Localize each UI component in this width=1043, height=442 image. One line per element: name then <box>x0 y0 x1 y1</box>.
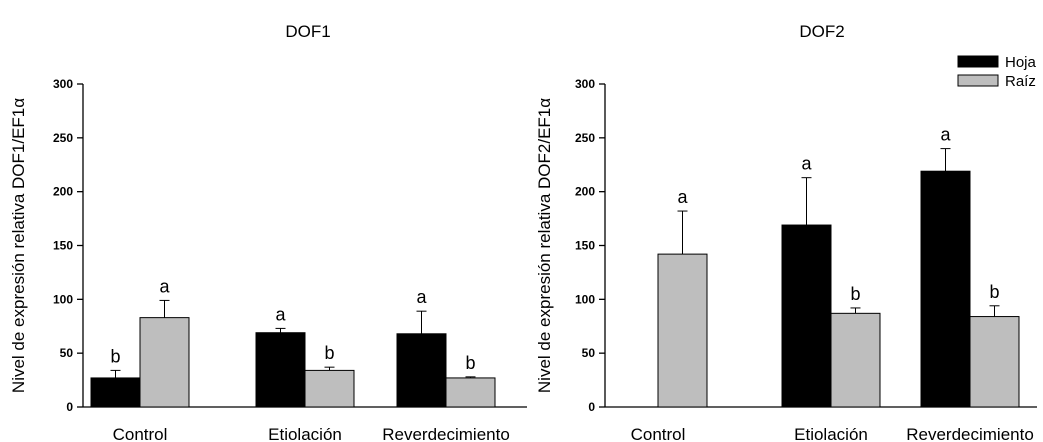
x-tick-label: Reverdecimiento <box>906 425 1034 442</box>
bar-raíz <box>139 317 190 408</box>
bar-raíz <box>969 316 1020 408</box>
y-tick-label: 150 <box>575 239 595 253</box>
y-tick-label: 0 <box>66 400 73 414</box>
y-axis-label: Nivel de expresión relativa DOF2/EF1α <box>535 98 554 393</box>
y-tick-label: 200 <box>53 185 73 199</box>
legend-swatch <box>957 74 999 87</box>
x-tick-label: Control <box>631 425 686 442</box>
y-tick-label: 200 <box>575 185 595 199</box>
y-tick-label: 100 <box>53 292 73 306</box>
significance-label: a <box>940 125 951 145</box>
bar-raíz <box>830 312 881 408</box>
x-tick-label: Etiolación <box>268 425 342 442</box>
x-tick-label: Etiolación <box>794 425 868 442</box>
significance-label: b <box>324 343 334 363</box>
bar-raíz <box>304 369 355 408</box>
y-tick-label: 300 <box>53 77 73 91</box>
bar-raíz <box>657 253 708 408</box>
bar-hoja <box>920 170 971 408</box>
bar-hoja <box>396 333 447 408</box>
chart-title: DOF2 <box>799 22 844 41</box>
chart-panel-1: DOF1 Nivel de expresión relativa DOF1/EF1… <box>9 22 527 442</box>
y-tick-label: 250 <box>53 131 73 145</box>
significance-label: a <box>677 187 688 207</box>
significance-label: a <box>416 287 427 307</box>
y-tick-label: 300 <box>575 77 595 91</box>
y-tick-label: 100 <box>575 292 595 306</box>
y-axis-label: Nivel de expresión relativa DOF1/EF1α <box>9 98 28 393</box>
significance-label: a <box>159 276 170 296</box>
significance-label: a <box>275 304 286 324</box>
bar-hoja <box>255 332 306 408</box>
y-tick-label: 0 <box>588 400 595 414</box>
y-tick-label: 250 <box>575 131 595 145</box>
y-tick-label: 50 <box>60 346 74 360</box>
x-tick-label: Control <box>113 425 168 442</box>
bar-hoja <box>90 377 141 408</box>
bar-raíz <box>445 377 496 408</box>
y-tick-label: 50 <box>582 346 596 360</box>
significance-label: b <box>465 353 475 373</box>
significance-label: b <box>989 282 999 302</box>
chart-title: DOF1 <box>285 22 330 41</box>
chart-panel-2: DOF2 Nivel de expresión relativa DOF2/EF1… <box>535 22 1037 442</box>
y-tick-label: 150 <box>53 239 73 253</box>
significance-label: b <box>110 346 120 366</box>
legend: Hoja Raíz <box>957 54 1037 90</box>
significance-label: b <box>850 284 860 304</box>
x-tick-label: Reverdecimiento <box>382 425 510 442</box>
legend-swatch <box>957 55 999 68</box>
significance-label: a <box>801 154 812 174</box>
legend-label: Raíz <box>1005 73 1036 90</box>
bar-hoja <box>781 224 832 408</box>
legend-label: Hoja <box>1005 54 1037 71</box>
